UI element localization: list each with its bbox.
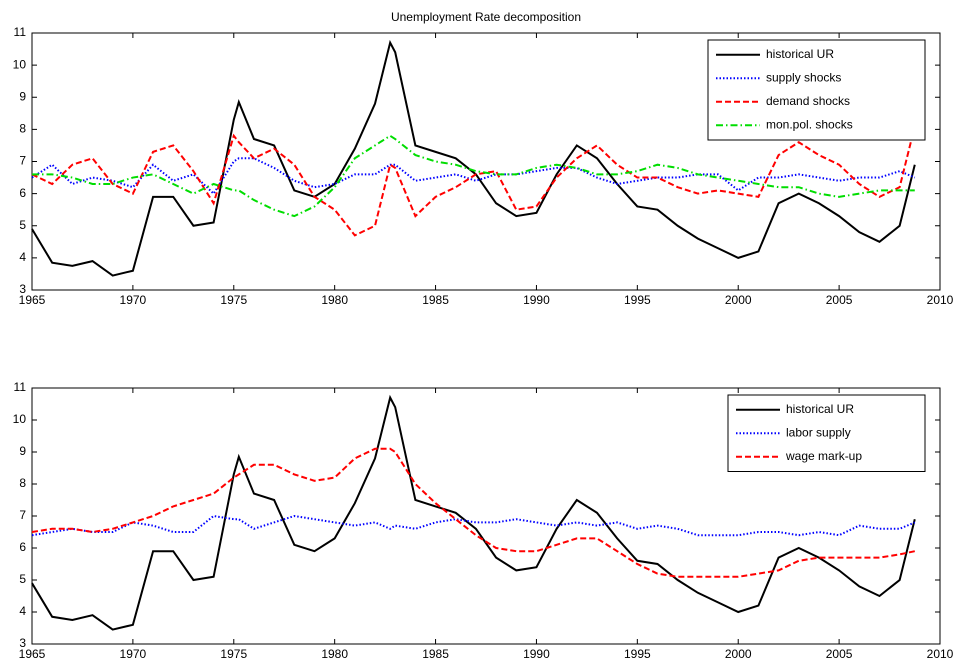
data-line bbox=[31, 39, 916, 277]
legend-label: mon.pol. shocks bbox=[766, 117, 853, 131]
x-tick-label: 1975 bbox=[220, 647, 247, 661]
y-tick-label: 6 bbox=[19, 540, 26, 554]
x-tick-label: 2000 bbox=[725, 647, 752, 661]
y-tick-label: 7 bbox=[19, 154, 26, 168]
y-tick-label: 11 bbox=[14, 25, 27, 39]
data-line bbox=[31, 125, 916, 237]
y-tick-label: 4 bbox=[19, 604, 26, 618]
x-tick-label: 1965 bbox=[19, 647, 46, 661]
legend-label: wage mark-up bbox=[785, 449, 862, 463]
x-tick-label: 1970 bbox=[120, 647, 147, 661]
x-tick-label: 1990 bbox=[523, 293, 550, 307]
x-tick-label: 2000 bbox=[725, 293, 752, 307]
x-tick-label: 1985 bbox=[422, 293, 449, 307]
y-tick-label: 5 bbox=[19, 572, 26, 586]
data-line bbox=[32, 134, 915, 218]
data-line bbox=[31, 394, 916, 631]
y-tick-label: 10 bbox=[13, 57, 27, 71]
x-tick-label: 2010 bbox=[927, 293, 954, 307]
legend-label: supply shocks bbox=[766, 70, 841, 84]
x-tick-label: 1995 bbox=[624, 647, 651, 661]
x-tick-label: 2005 bbox=[826, 647, 853, 661]
legend-label: historical UR bbox=[786, 402, 854, 416]
y-tick-label: 11 bbox=[14, 380, 27, 394]
legend-label: historical UR bbox=[766, 47, 834, 61]
y-tick-label: 4 bbox=[19, 250, 26, 264]
x-tick-label: 1965 bbox=[19, 293, 46, 307]
y-tick-label: 6 bbox=[19, 186, 26, 200]
chart-title: Unemployment Rate decomposition bbox=[391, 10, 581, 24]
x-tick-label: 2010 bbox=[927, 647, 954, 661]
y-tick-label: 5 bbox=[19, 218, 26, 232]
y-tick-label: 7 bbox=[19, 508, 26, 522]
data-line bbox=[31, 514, 916, 537]
x-tick-label: 1995 bbox=[624, 293, 651, 307]
legend-box bbox=[707, 39, 926, 141]
x-tick-label: 2005 bbox=[826, 293, 853, 307]
x-tick-label: 1980 bbox=[321, 647, 348, 661]
y-tick-label: 3 bbox=[19, 282, 26, 296]
x-tick-label: 1975 bbox=[220, 293, 247, 307]
legend-label: labor supply bbox=[786, 425, 851, 439]
x-tick-label: 1980 bbox=[321, 293, 348, 307]
y-tick-label: 9 bbox=[19, 89, 26, 103]
x-tick-label: 1990 bbox=[523, 647, 550, 661]
y-tick-label: 10 bbox=[13, 412, 27, 426]
x-tick-label: 1970 bbox=[120, 293, 147, 307]
y-tick-label: 8 bbox=[19, 476, 26, 490]
y-tick-label: 3 bbox=[19, 636, 26, 650]
x-tick-label: 1985 bbox=[422, 647, 449, 661]
y-tick-label: 8 bbox=[19, 122, 26, 136]
y-tick-label: 9 bbox=[19, 444, 26, 458]
legend-label: demand shocks bbox=[766, 94, 850, 108]
